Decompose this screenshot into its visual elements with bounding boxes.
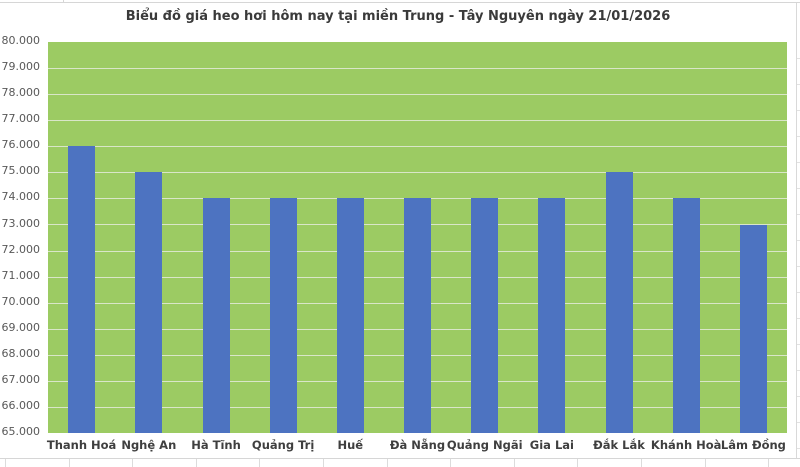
spreadsheet-gridline <box>0 2 800 3</box>
spreadsheet-gridline <box>797 370 800 371</box>
chart-bar <box>404 198 431 433</box>
spreadsheet-gridline <box>797 214 800 215</box>
y-tick-label: 74.000 <box>1 190 41 204</box>
spreadsheet-gridline <box>387 459 388 467</box>
spreadsheet-gridline <box>797 136 800 137</box>
spreadsheet-gridline <box>577 459 578 467</box>
spreadsheet-gridline <box>259 459 260 467</box>
chart-bar <box>538 198 566 433</box>
spreadsheet-gridline <box>797 266 800 267</box>
y-tick-label: 72.000 <box>1 242 41 256</box>
spreadsheet-gridline <box>797 84 800 85</box>
x-category-label: Quảng Ngãi <box>446 438 523 452</box>
y-tick-label: 76.000 <box>1 138 41 152</box>
chart-bar <box>68 146 96 433</box>
x-category-label: Gia Lai <box>529 438 574 452</box>
y-tick-label: 67.000 <box>1 372 41 386</box>
spreadsheet-gridline <box>797 110 800 111</box>
spreadsheet-gridline <box>797 344 800 345</box>
chart-bar <box>672 198 700 433</box>
y-tick-label: 79.000 <box>1 60 41 74</box>
spreadsheet-gridline <box>797 396 800 397</box>
y-tick-label: 77.000 <box>1 112 41 126</box>
spreadsheet-gridline <box>797 240 800 241</box>
gridline <box>48 120 787 121</box>
plot-area <box>48 42 787 433</box>
spreadsheet-gridline <box>797 448 800 449</box>
y-tick-label: 70.000 <box>1 294 41 308</box>
y-tick-label: 65.000 <box>1 425 41 438</box>
x-category-label: Đà Nẵng <box>389 438 446 452</box>
spreadsheet-gridline <box>196 459 197 467</box>
gridline <box>48 172 787 173</box>
x-category-label: Đắk Lắk <box>593 438 645 452</box>
y-tick-label: 80.000 <box>1 34 41 47</box>
y-tick-label: 71.000 <box>1 268 41 282</box>
spreadsheet-gridline <box>69 459 70 467</box>
spreadsheet-gridline <box>797 318 800 319</box>
spreadsheet-gridline <box>797 422 800 423</box>
spreadsheet-gridline <box>797 292 800 293</box>
y-tick-label: 73.000 <box>1 216 41 230</box>
gridline <box>48 68 787 69</box>
chart-bar <box>471 198 499 433</box>
spreadsheet-gridline <box>5 459 6 467</box>
y-tick-label: 69.000 <box>1 320 41 334</box>
spreadsheet-gridline <box>705 459 706 467</box>
spreadsheet-gridline <box>450 459 451 467</box>
x-category-label: Hà Tĩnh <box>191 438 241 452</box>
y-tick-label: 75.000 <box>1 164 41 178</box>
spreadsheet-gridline <box>63 0 64 2</box>
y-tick-label: 66.000 <box>1 398 41 412</box>
chart-bar <box>739 224 767 433</box>
y-tick-label: 78.000 <box>1 86 41 100</box>
spreadsheet-gridline <box>797 162 800 163</box>
spreadsheet-gridline <box>132 459 133 467</box>
gridline <box>48 146 787 147</box>
chart: Biểu đồ giá heo hơi hôm nay tại miền Tru… <box>0 3 797 458</box>
x-category-label: Huế <box>337 438 364 452</box>
chart-bar <box>336 198 364 433</box>
chart-bar <box>202 198 230 433</box>
spreadsheet-gridline <box>0 458 800 459</box>
chart-title: Biểu đồ giá heo hơi hôm nay tại miền Tru… <box>125 9 671 24</box>
y-tick-label: 68.000 <box>1 346 41 360</box>
spreadsheet-gridline <box>768 459 769 467</box>
spreadsheet-gridline <box>641 459 642 467</box>
gridline <box>48 94 787 95</box>
x-category-label: Thanh Hoá <box>46 438 117 452</box>
spreadsheet-gridline <box>323 459 324 467</box>
x-category-label: Lâm Đồng <box>720 438 786 452</box>
x-category-label: Nghệ An <box>121 438 177 452</box>
spreadsheet-gridline <box>797 58 800 59</box>
chart-bar <box>269 198 297 433</box>
spreadsheet-gridline <box>797 188 800 189</box>
spreadsheet-gridline <box>514 459 515 467</box>
chart-bar <box>605 172 633 433</box>
x-category-label: Khánh Hoà <box>650 438 722 452</box>
x-category-label: Quảng Trị <box>251 438 315 452</box>
chart-bar <box>135 172 163 433</box>
